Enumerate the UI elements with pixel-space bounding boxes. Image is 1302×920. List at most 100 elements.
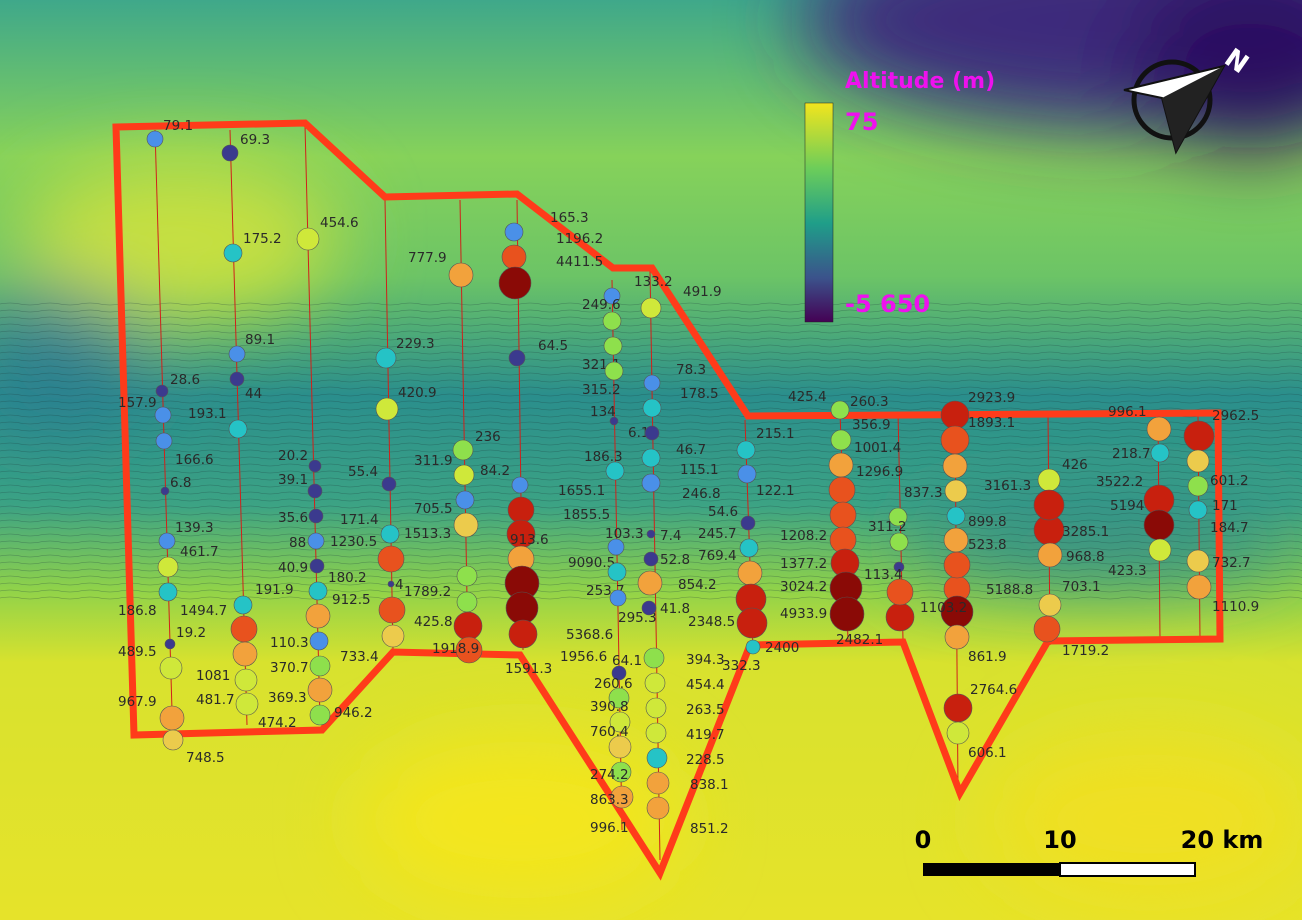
sample-point [232,641,258,667]
point-label: 39.1 [278,472,308,488]
point-label: 370.7 [270,660,309,676]
point-label: 390.8 [590,699,629,715]
point-label: 454.6 [320,215,359,231]
sample-point [1037,468,1061,492]
sample-point [940,425,970,455]
sample-point [1038,593,1062,617]
sample-point [508,619,538,649]
sample-point [453,611,483,641]
sample-point [646,771,670,795]
sample-point [507,496,535,524]
point-label: 110.3 [270,635,309,651]
point-label: 1110.9 [1212,599,1259,615]
sample-point [307,677,333,703]
point-label: 249.6 [582,297,621,313]
sample-point [603,336,623,356]
point-label: 523.8 [968,537,1007,553]
point-label: 79.1 [163,118,193,134]
point-label: 705.5 [414,501,453,517]
point-label: 703.1 [1062,579,1101,595]
sample-point [643,647,665,669]
point-label: 175.2 [243,231,282,247]
point-label: 186.8 [118,603,157,619]
point-label: 165.3 [550,210,589,226]
point-label: 115.1 [680,462,719,478]
sample-point [640,297,662,319]
point-label: 3161.3 [984,478,1031,494]
sample-point [501,244,527,270]
sample-point [646,796,670,820]
sample-point [605,461,625,481]
sample-point [234,668,258,692]
point-label: 1719.2 [1062,643,1109,659]
point-label: 171.4 [340,512,379,528]
sample-point [375,397,399,421]
point-label: 44 [245,386,262,402]
point-label: 899.8 [968,514,1007,530]
point-label: 4933.9 [780,606,827,622]
point-label: 3285.1 [1062,524,1109,540]
sample-point [308,581,328,601]
point-label: 967.9 [118,694,157,710]
sample-point [160,486,170,496]
point-label: 2923.9 [968,390,1015,406]
point-label: 838.1 [690,777,729,793]
sample-point [609,416,619,426]
point-label: 748.5 [186,750,225,766]
sample-point [736,607,768,639]
point-label: 1001.4 [854,440,901,456]
sample-point [230,615,258,643]
sample-point [159,705,185,731]
sample-point [1150,443,1170,463]
sample-point [1188,500,1208,520]
color-bar [804,102,834,323]
sample-point [154,406,172,424]
sample-point [830,429,852,451]
sample-point [646,747,668,769]
point-label: 426 [1062,457,1088,473]
legend-title: Altitude (m) [845,69,995,94]
sample-point [604,361,624,381]
sample-point [641,473,661,493]
point-label: 46.7 [676,442,706,458]
scale-label: 20 km [1181,826,1264,854]
point-label: 419.7 [686,727,725,743]
sample-point [305,603,331,629]
point-label: 1208.2 [780,528,827,544]
sample-point [737,560,763,586]
sample-point [309,631,329,651]
point-label: 3522.2 [1096,474,1143,490]
point-label: 1081 [196,668,230,684]
sample-point [828,452,854,478]
sample-point [1186,574,1212,600]
point-label: 606.1 [968,745,1007,761]
sample-point [1148,538,1172,562]
sample-point [643,374,661,392]
sample-point [1037,542,1063,568]
point-label: 157.9 [118,395,157,411]
point-label: 1918.9 [432,641,479,657]
sample-point [745,639,761,655]
sample-point [453,464,475,486]
point-label: 1103.2 [920,600,967,616]
sample-point [645,697,667,719]
sample-point [603,287,621,305]
sample-point [886,578,914,606]
point-label: 6.8 [170,475,191,491]
sample-point [456,591,478,613]
sample-point [940,400,970,430]
sample-point [455,490,475,510]
point-label: 968.8 [1066,549,1105,565]
point-label: 996.1 [590,820,629,836]
sample-point [221,144,239,162]
point-label: 489.5 [118,644,157,660]
point-label: 1296.9 [856,464,903,480]
sample-point [1187,475,1209,497]
point-label: 4411.5 [556,254,603,270]
point-label: 245.7 [698,526,737,542]
sample-point [309,655,331,677]
sample-point [889,532,909,552]
point-label: 55.4 [348,464,378,480]
sample-point [378,596,406,624]
